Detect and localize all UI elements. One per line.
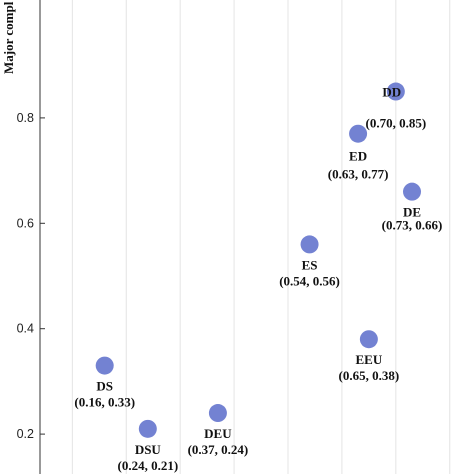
point-name-label: ES: [302, 257, 318, 272]
data-point-eeu: EEU(0.65, 0.38): [339, 330, 400, 383]
data-point-ds: DS(0.16, 0.33): [74, 356, 135, 410]
data-point-es: ES(0.54, 0.56): [279, 235, 340, 288]
point-marker: [138, 419, 157, 438]
y-ticks: 0.2 0.4 0.6 0.8: [17, 111, 45, 441]
data-point-dsu: DSU(0.24, 0.21): [117, 419, 178, 473]
grid-lines: [71, 0, 451, 474]
point-name-label: DEU: [204, 426, 232, 441]
point-marker: [95, 356, 114, 375]
y-axis-label: Major compl: [1, 1, 16, 74]
point-name-label: DS: [96, 379, 113, 394]
point-marker: [359, 330, 378, 349]
point-name-label: DD: [382, 85, 401, 100]
data-point-dd: DD (0.70, 0.85): [365, 82, 426, 131]
point-marker: [300, 235, 319, 254]
point-marker: [349, 124, 368, 143]
data-point-ed: ED (0.63, 0.77): [328, 124, 389, 182]
data-points: DS(0.16, 0.33)DSU(0.24, 0.21)DEU(0.37, 0…: [74, 82, 443, 473]
point-coords-label: (0.73, 0.66): [382, 218, 443, 233]
data-point-deu: DEU(0.37, 0.24): [188, 404, 249, 457]
point-name-label: EEU: [356, 352, 383, 367]
y-tick-label: 0.4: [17, 322, 34, 336]
point-coords-label: (0.65, 0.38): [339, 368, 400, 383]
point-coords-label: (0.24, 0.21): [117, 458, 178, 473]
data-point-de: DE(0.73, 0.66): [382, 182, 443, 233]
point-marker: [386, 82, 405, 101]
point-name-label: ED: [349, 149, 367, 164]
point-coords-label: (0.54, 0.56): [279, 273, 340, 288]
point-coords-label: (0.16, 0.33): [74, 395, 135, 410]
point-marker: [208, 404, 227, 423]
point-marker: [403, 182, 421, 201]
point-coords-label: (0.37, 0.24): [188, 442, 249, 457]
point-coords-label: (0.70, 0.85): [365, 116, 426, 131]
y-tick-label: 0.8: [17, 111, 34, 125]
point-name-label: DSU: [135, 442, 162, 457]
point-coords-label: (0.63, 0.77): [328, 167, 389, 182]
y-tick-label: 0.6: [17, 216, 34, 230]
y-tick-label: 0.2: [17, 427, 34, 441]
point-name-label: DE: [403, 205, 421, 220]
